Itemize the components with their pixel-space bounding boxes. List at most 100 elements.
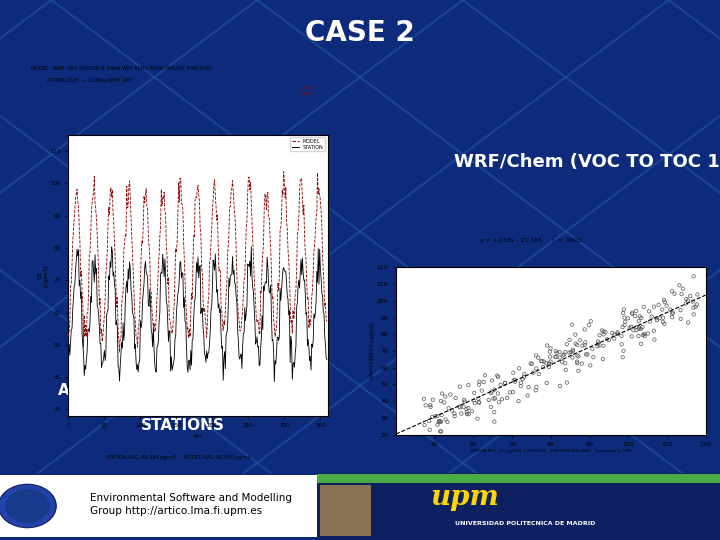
Point bbox=[644, 317, 655, 326]
FancyBboxPatch shape bbox=[320, 485, 371, 536]
Point bbox=[426, 413, 438, 421]
Point bbox=[530, 386, 541, 395]
Point bbox=[508, 368, 519, 377]
Point bbox=[485, 403, 497, 411]
Point bbox=[616, 340, 627, 349]
Point bbox=[676, 290, 688, 299]
Point bbox=[492, 372, 503, 380]
Point bbox=[545, 344, 557, 353]
Point bbox=[505, 388, 516, 396]
Point bbox=[580, 350, 592, 359]
Point bbox=[436, 411, 447, 420]
Point bbox=[489, 394, 500, 403]
Text: 27/APR/2005  --  12/May/2005 GMT: 27/APR/2005 -- 12/May/2005 GMT bbox=[48, 78, 133, 83]
Point bbox=[558, 350, 570, 359]
Point bbox=[571, 357, 582, 366]
Point bbox=[651, 314, 662, 322]
Point bbox=[654, 314, 665, 322]
Point bbox=[432, 421, 444, 429]
Point bbox=[691, 300, 703, 309]
Point bbox=[617, 308, 629, 317]
Text: WRF/Chem (VOC TO TOC 1.14): WRF/Chem (VOC TO TOC 1.14) bbox=[454, 153, 720, 171]
Point bbox=[476, 386, 487, 395]
Point bbox=[500, 379, 511, 387]
Point bbox=[443, 404, 454, 413]
Point bbox=[462, 404, 474, 413]
Point bbox=[585, 361, 596, 370]
Y-axis label: WRF-CHEM O3 [ug/m3]: WRF-CHEM O3 [ug/m3] bbox=[370, 322, 375, 380]
Point bbox=[461, 408, 472, 416]
Point bbox=[657, 313, 669, 322]
Point bbox=[639, 332, 650, 340]
Point bbox=[607, 329, 618, 338]
Point bbox=[572, 351, 583, 360]
Point bbox=[463, 381, 474, 389]
Point bbox=[634, 323, 645, 332]
Text: CASE 2: CASE 2 bbox=[305, 19, 415, 47]
Point bbox=[567, 353, 578, 362]
Point bbox=[489, 385, 500, 394]
Point bbox=[454, 402, 465, 411]
Text: MODEL : WRF, AVG STATION & 50km WRF ELMO BAMC HOURLY FORECAST: MODEL : WRF, AVG STATION & 50km WRF ELMO… bbox=[31, 65, 212, 71]
Point bbox=[680, 299, 692, 308]
Text: MODEL
STATIC: MODEL STATIC bbox=[301, 86, 316, 96]
Point bbox=[450, 394, 462, 402]
Point bbox=[564, 348, 575, 357]
Point bbox=[433, 417, 445, 426]
Point bbox=[493, 398, 505, 407]
Point bbox=[682, 296, 693, 305]
Point bbox=[480, 371, 491, 380]
Point bbox=[486, 376, 498, 385]
Point bbox=[440, 415, 451, 424]
Point bbox=[666, 287, 678, 295]
Point bbox=[625, 322, 636, 331]
Point bbox=[666, 313, 678, 322]
Point bbox=[564, 335, 575, 344]
Point bbox=[444, 390, 456, 399]
Point bbox=[633, 317, 644, 326]
Text: upm: upm bbox=[430, 484, 499, 511]
Point bbox=[509, 377, 521, 386]
Point bbox=[508, 376, 520, 384]
Text: Environmental Software and Modelling
Group http://artico.lma.fi.upm.es: Environmental Software and Modelling Gro… bbox=[90, 494, 292, 516]
Point bbox=[631, 323, 642, 332]
Point bbox=[473, 380, 485, 389]
X-axis label: hrs: hrs bbox=[194, 434, 202, 439]
Point bbox=[544, 352, 556, 361]
Point bbox=[488, 394, 500, 403]
Point bbox=[536, 357, 548, 366]
Point bbox=[463, 410, 474, 418]
Point bbox=[438, 398, 450, 407]
Point bbox=[441, 417, 453, 426]
Point bbox=[612, 329, 624, 338]
Point bbox=[596, 326, 608, 335]
Point bbox=[594, 331, 606, 340]
Point bbox=[600, 328, 611, 336]
Point bbox=[674, 281, 685, 289]
Text: STATION AVG: 65.384 ug/m3     MODEL AVG: 86.335 ug/m3: STATION AVG: 65.384 ug/m3 MODEL AVG: 86.… bbox=[106, 455, 251, 460]
Point bbox=[592, 339, 603, 348]
Point bbox=[567, 346, 579, 354]
Text: O3 HOURLY VALUES: O3 HOURLY VALUES bbox=[83, 333, 251, 348]
Point bbox=[612, 328, 624, 337]
Point bbox=[572, 367, 584, 375]
Point bbox=[531, 351, 542, 360]
Point bbox=[552, 348, 563, 357]
Point bbox=[675, 314, 686, 323]
Point bbox=[539, 357, 550, 366]
Point bbox=[461, 404, 472, 413]
Point bbox=[567, 320, 578, 329]
Point bbox=[635, 325, 647, 333]
Point bbox=[618, 313, 630, 322]
Point bbox=[561, 378, 572, 387]
Point bbox=[427, 395, 438, 404]
Point bbox=[624, 323, 635, 332]
FancyBboxPatch shape bbox=[317, 472, 720, 540]
Point bbox=[579, 325, 590, 334]
Point bbox=[501, 394, 513, 402]
Point bbox=[667, 308, 679, 317]
Point bbox=[537, 363, 549, 372]
Point bbox=[603, 336, 615, 345]
Point bbox=[420, 401, 431, 410]
Point bbox=[626, 332, 637, 341]
